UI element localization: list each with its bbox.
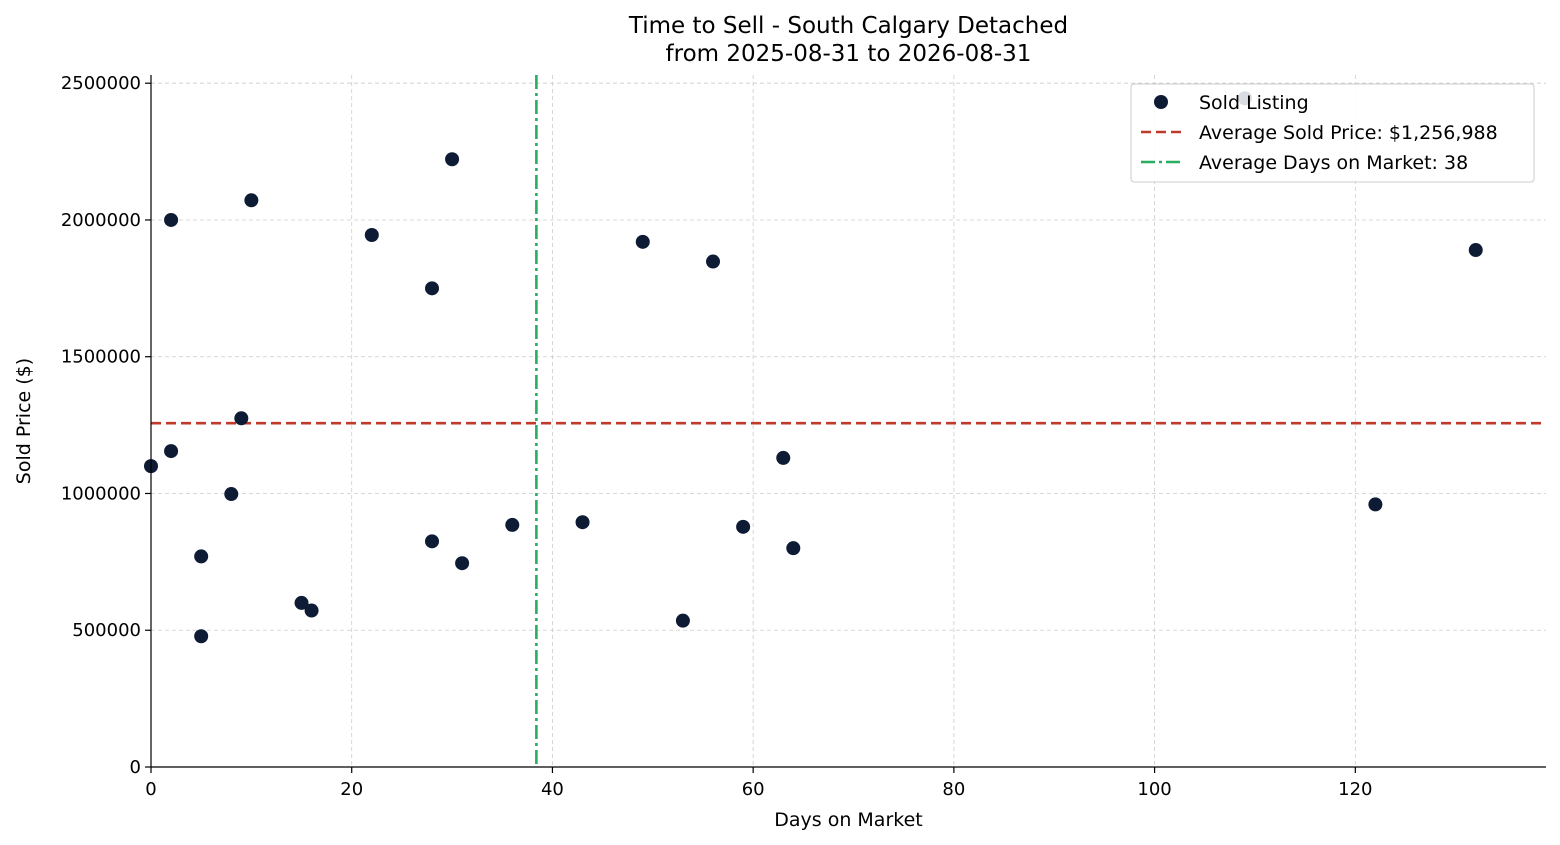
data-point (675, 613, 690, 628)
data-point (364, 228, 379, 243)
y-tick-label: 2000000 (61, 210, 141, 231)
y-tick-label: 2500000 (61, 73, 141, 94)
data-point (304, 603, 319, 618)
legend-marker-sold-listing (1154, 95, 1168, 109)
data-point (224, 487, 239, 502)
y-tick-label: 1500000 (61, 347, 141, 368)
x-tick-label: 120 (1338, 779, 1372, 800)
data-point (164, 212, 179, 227)
y-tick-label: 1000000 (61, 483, 141, 504)
data-point (635, 234, 650, 249)
data-point (425, 534, 440, 549)
legend-label-average-days: Average Days on Market: 38 (1199, 152, 1468, 174)
chart-subtitle: from 2025-08-31 to 2026-08-31 (666, 41, 1032, 67)
legend-label-average-price: Average Sold Price: $1,256,988 (1199, 122, 1498, 144)
x-tick-label: 100 (1137, 779, 1171, 800)
data-point (1368, 497, 1383, 512)
data-point (706, 254, 721, 269)
legend-label-sold-listing: Sold Listing (1199, 92, 1309, 114)
data-point (776, 450, 791, 465)
data-point (234, 411, 249, 426)
grid (151, 75, 1546, 767)
y-axis-label: Sold Price ($) (13, 358, 35, 484)
data-point (786, 541, 801, 556)
x-tick-label: 60 (742, 779, 765, 800)
data-point (194, 549, 209, 564)
data-point (1468, 243, 1483, 258)
data-point (736, 519, 751, 534)
data-point (244, 193, 259, 208)
x-axis-label: Days on Market (774, 809, 922, 831)
legend: Sold Listing Average Sold Price: $1,256,… (1130, 83, 1535, 183)
data-point (455, 556, 470, 571)
data-point (575, 515, 590, 530)
x-tick-label: 80 (942, 779, 965, 800)
data-point (505, 517, 520, 532)
data-point (194, 629, 209, 644)
data-point (164, 444, 179, 459)
data-point (294, 595, 309, 610)
axes: 0 20 40 60 80 100 120 0 500000 1000000 1500000 2000… (61, 73, 1546, 800)
x-tick-label: 20 (340, 779, 363, 800)
chart-title: Time to Sell - South Calgary Detached (628, 13, 1068, 39)
legend-box (1130, 83, 1535, 183)
data-point (425, 281, 440, 296)
data-point (445, 152, 460, 167)
y-tick-label: 0 (130, 757, 141, 778)
y-tick-label: 500000 (72, 620, 141, 641)
x-tick-label: 0 (145, 779, 156, 800)
x-tick-label: 40 (541, 779, 564, 800)
